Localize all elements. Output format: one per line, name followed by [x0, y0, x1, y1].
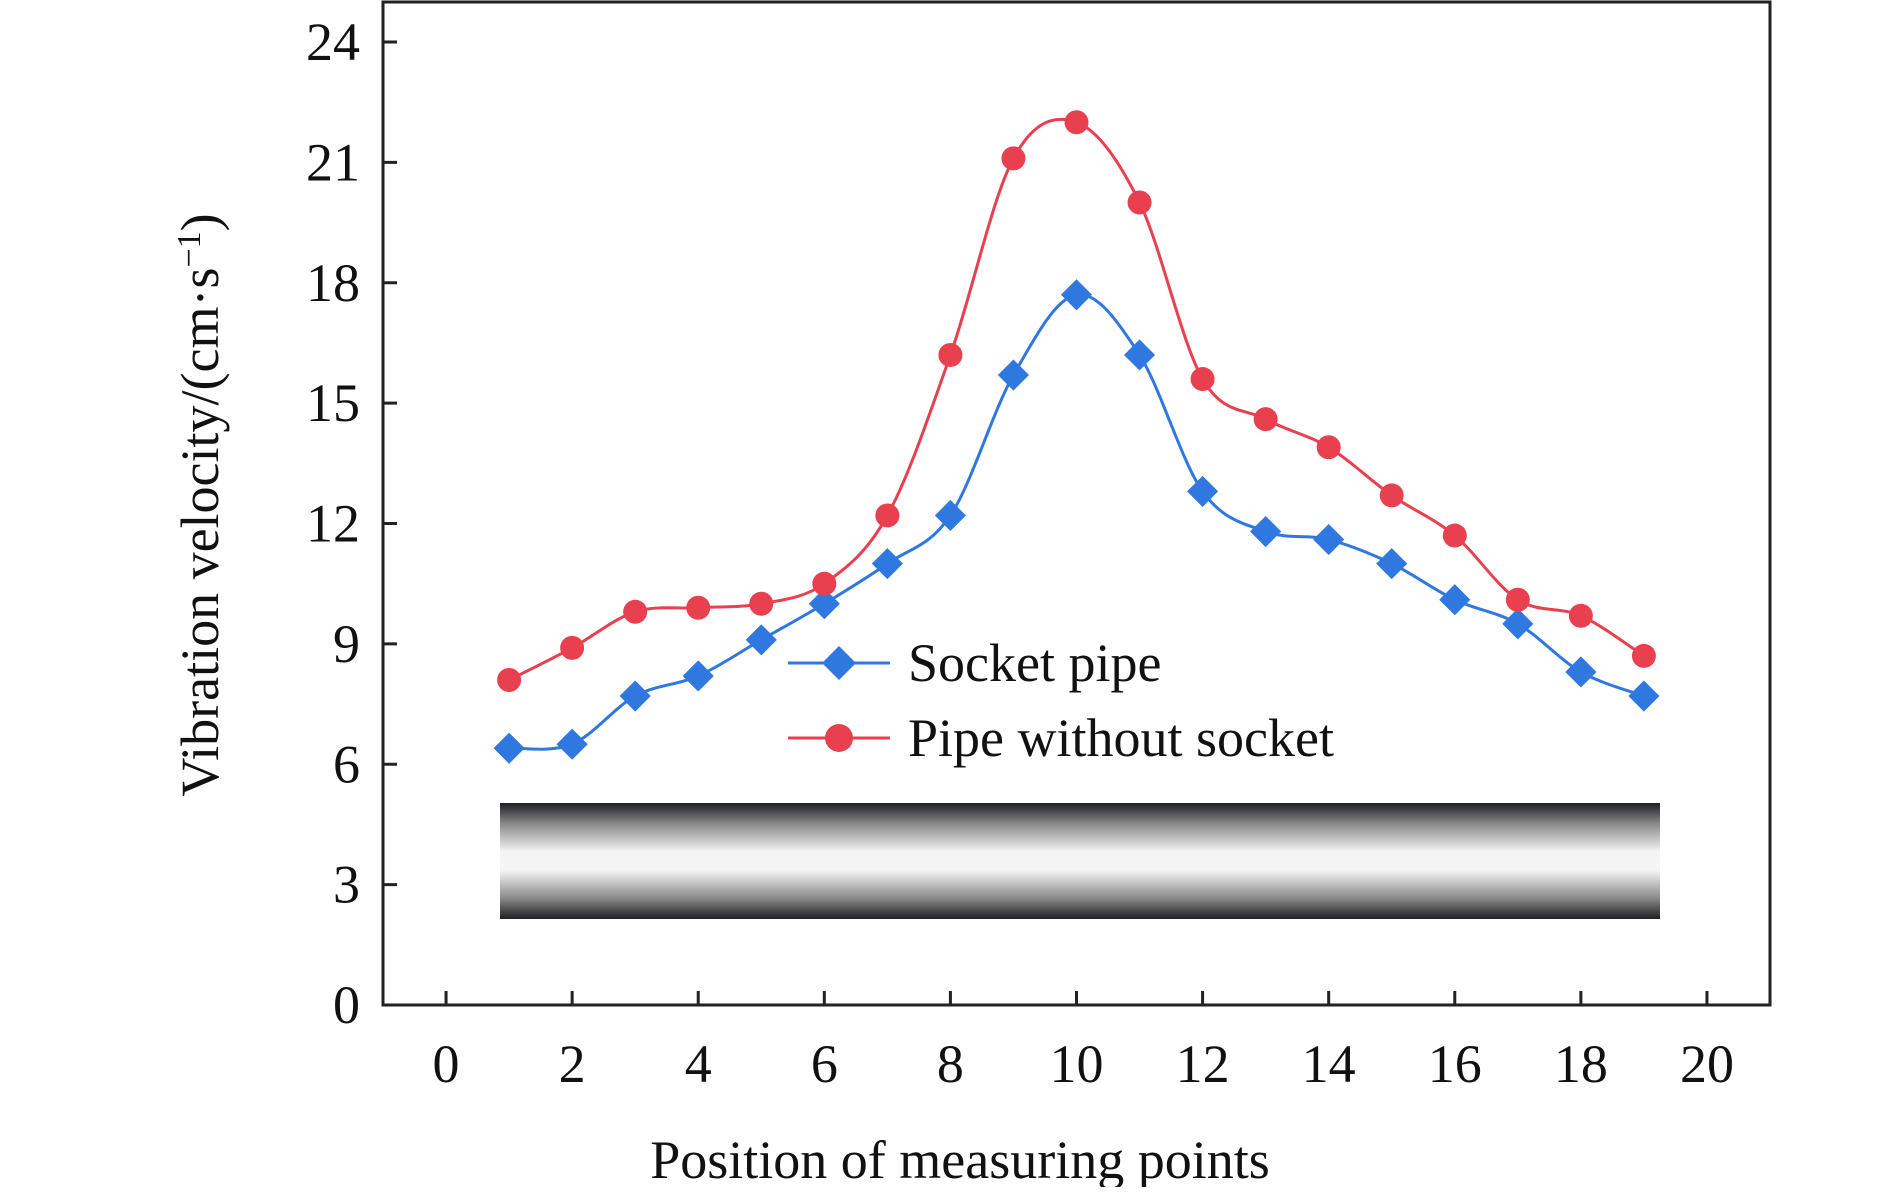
data-point-socket-pipe	[1313, 523, 1345, 556]
data-point-pipe-without-socket	[1631, 643, 1656, 668]
data-point-socket-pipe	[1565, 656, 1597, 688]
y-tick-label: 21	[306, 132, 360, 192]
data-point-socket-pipe	[1628, 680, 1660, 712]
series-line-pipe-without-socket	[508, 117, 1645, 682]
data-point-pipe-without-socket	[749, 591, 774, 616]
data-point-pipe-without-socket	[875, 503, 900, 528]
y-tick-label: 18	[306, 253, 360, 313]
y-tick-label: 0	[333, 975, 360, 1035]
x-tick-label: 8	[937, 1034, 964, 1094]
x-tick-label: 18	[1554, 1034, 1608, 1094]
data-point-pipe-without-socket	[1190, 367, 1215, 392]
data-point-pipe-without-socket	[560, 635, 585, 660]
data-point-pipe-without-socket	[623, 599, 648, 624]
data-point-socket-pipe	[1376, 548, 1408, 580]
x-tick-label: 4	[685, 1034, 712, 1094]
x-tick-label: 14	[1302, 1034, 1356, 1094]
data-point-socket-pipe	[493, 732, 525, 764]
data-point-pipe-without-socket	[1064, 110, 1089, 135]
y-tick-label: 6	[333, 734, 360, 794]
x-tick-label: 20	[1680, 1034, 1734, 1094]
data-point-socket-pipe	[556, 728, 588, 760]
data-point-pipe-without-socket	[1253, 407, 1278, 432]
data-point-pipe-without-socket	[812, 571, 837, 596]
data-point-socket-pipe	[1502, 608, 1534, 640]
y-axis-title: Vibration velocity/(cm·s−1)	[170, 213, 230, 796]
y-tick-label: 3	[333, 855, 360, 915]
legend-label-socket-pipe: Socket pipe	[908, 633, 1161, 693]
x-tick-label: 6	[811, 1034, 838, 1094]
data-point-pipe-without-socket	[1379, 483, 1404, 508]
data-point-pipe-without-socket	[1442, 523, 1467, 548]
data-point-pipe-without-socket	[1505, 587, 1530, 612]
data-point-socket-pipe	[934, 499, 966, 532]
data-point-socket-pipe	[745, 624, 777, 656]
data-point-socket-pipe	[682, 660, 714, 692]
y-tick-label: 9	[333, 614, 360, 674]
data-point-pipe-without-socket	[1127, 190, 1152, 215]
data-point-pipe-without-socket	[1001, 146, 1026, 171]
data-point-socket-pipe	[1439, 584, 1471, 616]
data-point-socket-pipe	[997, 359, 1030, 391]
x-tick-label: 0	[433, 1034, 460, 1094]
x-tick-label: 12	[1176, 1034, 1230, 1094]
legend-label-pipe-without-socket: Pipe without socket	[908, 708, 1334, 768]
data-point-pipe-without-socket	[1568, 603, 1593, 628]
y-axis-title-main: Vibration velocity/(cm·s	[170, 268, 230, 797]
y-axis-title-close: )	[170, 213, 230, 231]
data-point-socket-pipe	[1060, 279, 1093, 311]
data-point-socket-pipe	[871, 548, 903, 580]
data-point-socket-pipe	[619, 680, 651, 712]
x-tick-label: 2	[559, 1034, 586, 1094]
legend-marker-socket-pipe	[822, 646, 856, 680]
y-tick-label: 12	[306, 494, 360, 554]
x-axis-title: Position of measuring points	[650, 1130, 1270, 1187]
data-point-pipe-without-socket	[686, 595, 711, 620]
data-point-pipe-without-socket	[497, 667, 522, 692]
pipe-illustration	[500, 803, 1660, 919]
x-tick-label: 10	[1050, 1034, 1104, 1094]
data-point-pipe-without-socket	[938, 342, 963, 367]
data-point-pipe-without-socket	[1316, 435, 1341, 460]
y-axis-title-group: Vibration velocity/(cm·s−1)	[170, 213, 230, 796]
data-point-socket-pipe	[1123, 339, 1156, 371]
x-tick-label: 16	[1428, 1034, 1482, 1094]
data-point-socket-pipe	[1187, 475, 1219, 507]
data-point-socket-pipe	[1250, 515, 1282, 548]
y-tick-label: 15	[306, 373, 360, 433]
legend: Socket pipe Pipe without socket	[788, 633, 1334, 768]
y-tick-label: 24	[306, 12, 360, 72]
y-axis-title-superscript: −1	[171, 231, 208, 267]
legend-marker-pipe-without-socket	[825, 724, 853, 752]
